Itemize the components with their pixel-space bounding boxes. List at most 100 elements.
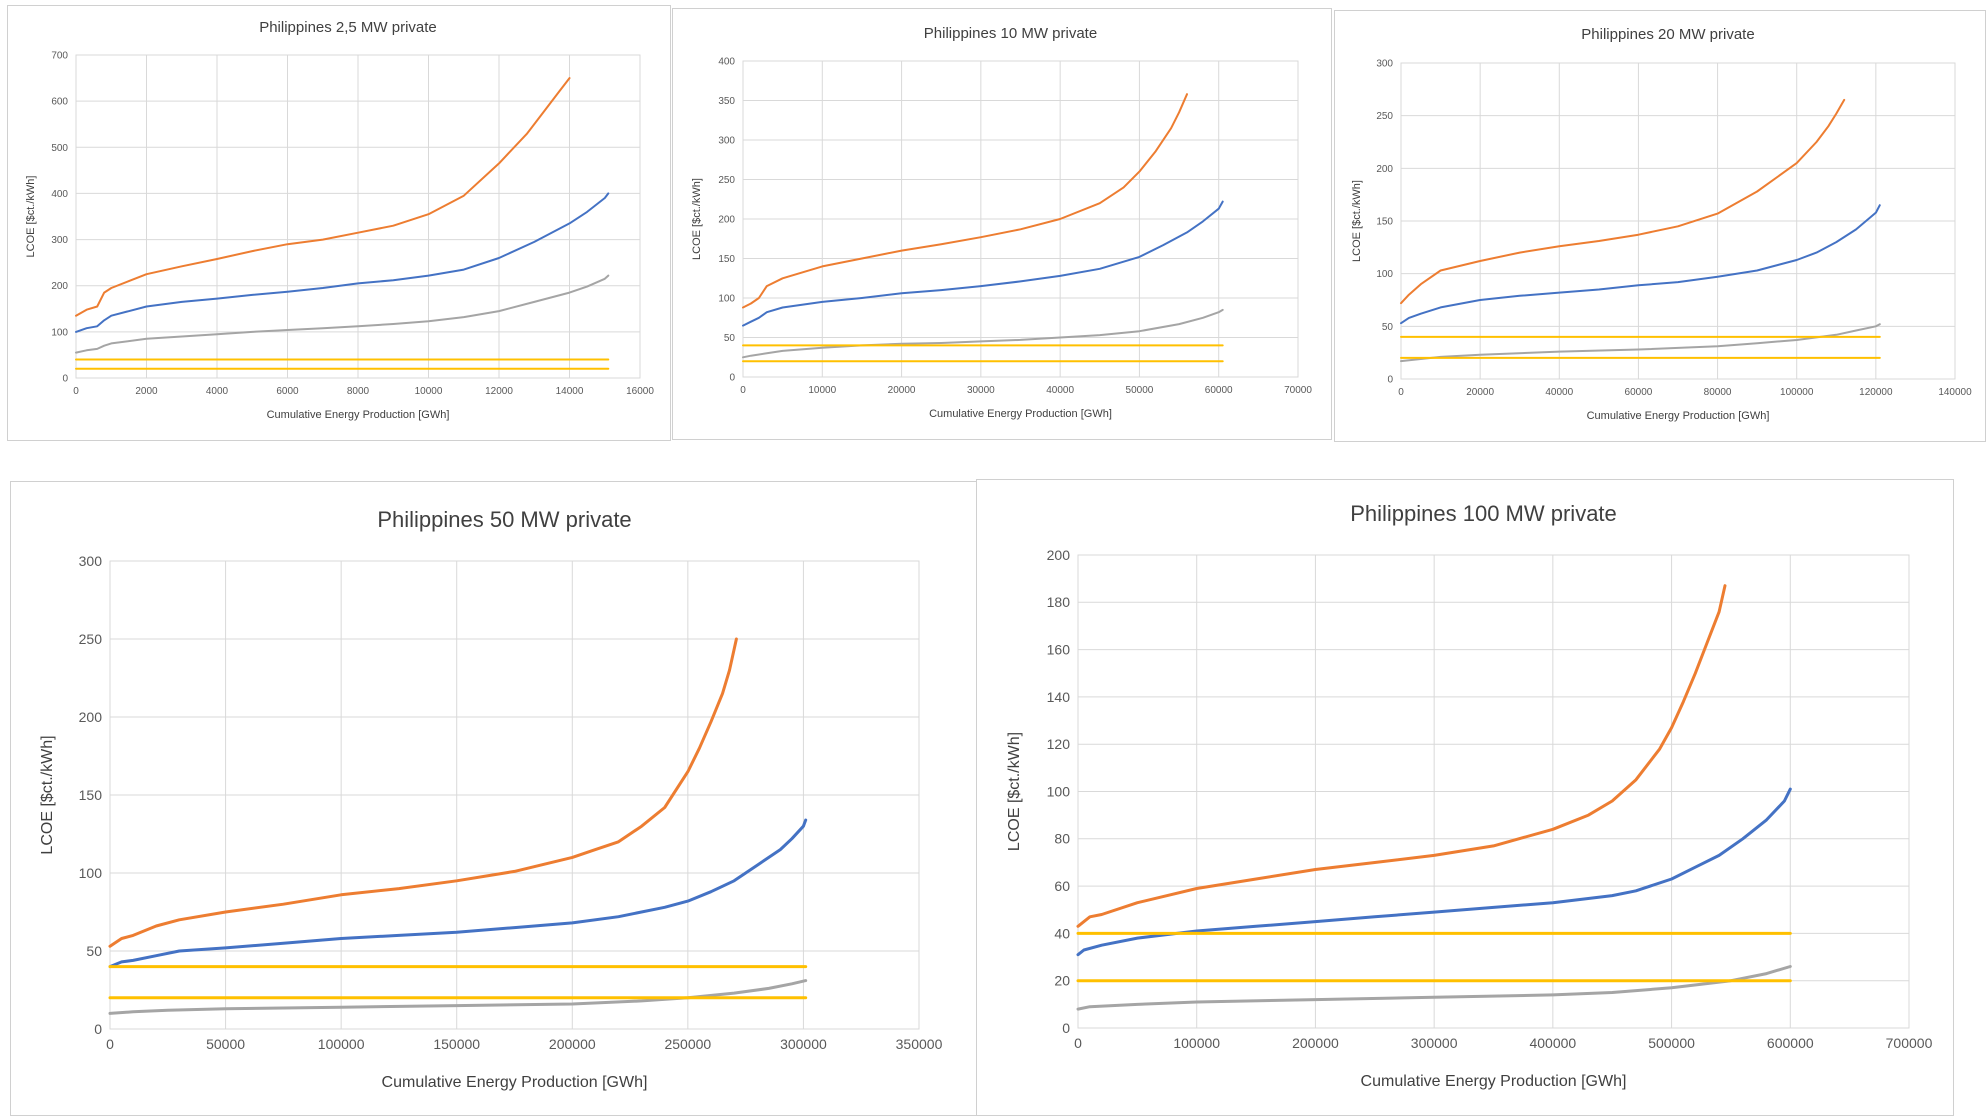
chart-svg: 0 100 200 300 400 500 600 700 0 2000 4000 6000 8000 1… <box>25 19 654 421</box>
x-tick-label: 50000 <box>206 1036 245 1052</box>
y-tick-label: 100 <box>79 865 103 881</box>
x-tick-label: 60000 <box>1625 387 1653 398</box>
y-tick-label: 100 <box>1376 269 1393 280</box>
x-tick-label: 300000 <box>780 1036 827 1052</box>
x-axis-label: Cumulative Energy Production [GWh] <box>382 1074 648 1091</box>
y-tick-label: 200 <box>51 281 68 292</box>
x-tick-label: 250000 <box>664 1036 711 1052</box>
y-tick-label: 300 <box>1376 59 1393 70</box>
y-axis-label: LCOE [$ct./kWh] <box>25 176 37 258</box>
x-tick-label: 0 <box>73 386 79 397</box>
chart-title: Philippines 50 MW private <box>377 507 631 532</box>
gridlines <box>1400 62 1956 380</box>
plot-area <box>109 560 920 1030</box>
chart-panel-20mw: 0 50 100 150 200 250 300 0 20000 40000 60000 80000 1… <box>1334 10 1986 442</box>
x-axis-label: Cumulative Energy Production [GWh] <box>929 408 1112 420</box>
y-tick-label: 60 <box>1054 878 1070 894</box>
chart-title: Philippines 2,5 MW private <box>259 19 437 36</box>
chart-title: Philippines 10 MW private <box>924 25 1097 42</box>
x-tick-label: 500000 <box>1648 1035 1695 1051</box>
series-line-3 <box>1400 323 1881 363</box>
chart-svg: 0 50 100 150 200 250 300 0 20000 40000 60000 80000 1… <box>1351 26 1972 422</box>
y-tick-label: 180 <box>1047 594 1071 610</box>
y-axis-label: LCOE [$ct./kWh] <box>39 735 56 854</box>
gridlines <box>109 560 920 1030</box>
y-tick-label: 150 <box>718 254 735 265</box>
x-tick-label: 10000 <box>808 385 836 396</box>
x-tick-label: 16000 <box>626 386 654 397</box>
x-tick-label: 30000 <box>967 385 995 396</box>
series-line-2 <box>1400 204 1881 325</box>
x-tick-label: 6000 <box>276 386 299 397</box>
y-tick-label: 120 <box>1047 736 1071 752</box>
x-tick-label: 120000 <box>1859 387 1893 398</box>
gridlines <box>1077 554 1910 1029</box>
x-tick-label: 12000 <box>485 386 513 397</box>
x-tick-label: 50000 <box>1126 385 1154 396</box>
x-tick-label: 40000 <box>1046 385 1074 396</box>
y-tick-label: 200 <box>1376 164 1393 175</box>
series-line-1 <box>1400 98 1846 305</box>
chart-title: Philippines 20 MW private <box>1581 26 1754 43</box>
series-line-1 <box>75 77 571 317</box>
x-tick-label: 150000 <box>433 1036 480 1052</box>
y-tick-label: 200 <box>1047 547 1071 563</box>
y-tick-label: 250 <box>79 631 103 647</box>
y-tick-label: 250 <box>718 175 735 186</box>
y-tick-label: 0 <box>1062 1020 1070 1036</box>
series-line-2 <box>75 192 610 333</box>
y-tick-label: 0 <box>729 373 735 384</box>
x-tick-label: 0 <box>1074 1035 1082 1051</box>
y-tick-label: 20 <box>1054 973 1070 989</box>
chart-svg: 0 20 40 60 80 100 120 140 160 180 200 0 100000 200000… <box>1006 501 1933 1090</box>
x-tick-label: 400000 <box>1529 1035 1576 1051</box>
x-tick-label: 140000 <box>1938 387 1972 398</box>
series-line-1 <box>1076 584 1727 928</box>
y-tick-label: 200 <box>79 709 103 725</box>
y-tick-label: 0 <box>62 374 68 385</box>
y-tick-label: 50 <box>724 333 736 344</box>
x-tick-label: 4000 <box>206 386 229 397</box>
y-axis-label: LCOE [$ct./kWh] <box>1351 180 1363 262</box>
y-axis-label: LCOE [$ct./kWh] <box>691 178 703 260</box>
x-tick-label: 2000 <box>135 386 158 397</box>
x-tick-label: 600000 <box>1767 1035 1814 1051</box>
y-tick-label: 300 <box>79 553 103 569</box>
x-tick-label: 80000 <box>1704 387 1732 398</box>
y-tick-label: 500 <box>51 143 68 154</box>
plot-area <box>742 60 1299 378</box>
y-tick-label: 150 <box>1376 217 1393 228</box>
x-tick-label: 700000 <box>1886 1035 1933 1051</box>
chart-panel-2-5mw: 0 100 200 300 400 500 600 700 0 2000 4000 6000 8000 1… <box>7 5 671 441</box>
x-tick-label: 350000 <box>896 1036 943 1052</box>
y-tick-label: 160 <box>1047 642 1071 658</box>
x-tick-label: 40000 <box>1545 387 1573 398</box>
x-axis-label: Cumulative Energy Production [GWh] <box>1587 410 1770 422</box>
x-tick-label: 300000 <box>1411 1035 1458 1051</box>
x-tick-label: 0 <box>740 385 746 396</box>
chart-panel-10mw: 0 50 100 150 200 250 300 350 400 0 10000 20000 30000… <box>672 8 1332 440</box>
series-line-3 <box>108 979 808 1015</box>
x-tick-label: 10000 <box>415 386 443 397</box>
y-tick-label: 400 <box>718 57 735 68</box>
y-tick-label: 100 <box>1047 783 1071 799</box>
y-tick-label: 0 <box>94 1021 102 1037</box>
chart-panel-50mw: 0 50 100 150 200 250 300 0 50000 100000 150000 2000… <box>10 481 978 1116</box>
plot-area <box>1077 554 1910 1029</box>
x-tick-label: 100000 <box>1173 1035 1220 1051</box>
x-tick-label: 200000 <box>549 1036 596 1052</box>
plot-area <box>1400 62 1956 380</box>
series-line-2 <box>108 818 808 969</box>
x-tick-label: 8000 <box>347 386 370 397</box>
x-tick-label: 0 <box>1398 387 1404 398</box>
x-tick-label: 100000 <box>1780 387 1814 398</box>
y-tick-label: 300 <box>718 136 735 147</box>
y-tick-label: 80 <box>1054 831 1070 847</box>
plot-area <box>75 54 641 379</box>
series-line-1 <box>742 93 1188 309</box>
gridlines <box>75 54 641 379</box>
series-line-1 <box>108 637 738 948</box>
y-tick-label: 100 <box>718 294 735 305</box>
y-tick-label: 300 <box>51 235 68 246</box>
x-tick-label: 0 <box>106 1036 114 1052</box>
